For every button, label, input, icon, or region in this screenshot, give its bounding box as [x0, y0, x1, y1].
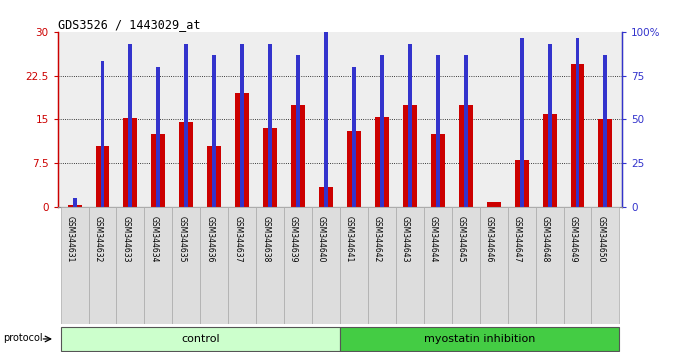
Bar — [515, 160, 528, 207]
Bar — [375, 116, 389, 207]
Bar — [324, 32, 328, 207]
Bar — [368, 207, 396, 324]
Text: GSM344646: GSM344646 — [485, 216, 494, 263]
Text: GSM344649: GSM344649 — [568, 216, 577, 263]
Text: GSM344632: GSM344632 — [94, 216, 103, 263]
Text: GSM344648: GSM344648 — [541, 216, 549, 263]
Bar — [547, 44, 551, 207]
Text: control: control — [181, 334, 220, 344]
Bar — [431, 134, 445, 207]
Bar — [603, 55, 607, 207]
Bar — [396, 207, 424, 324]
Bar — [296, 55, 300, 207]
Text: GDS3526 / 1443029_at: GDS3526 / 1443029_at — [58, 18, 201, 31]
Bar — [592, 207, 619, 324]
Text: myostatin inhibition: myostatin inhibition — [424, 334, 535, 344]
Bar — [403, 105, 417, 207]
Bar — [479, 207, 508, 324]
Bar — [487, 202, 500, 207]
Text: GSM344650: GSM344650 — [596, 216, 605, 263]
Bar — [61, 207, 88, 324]
Text: GSM344640: GSM344640 — [317, 216, 326, 263]
Bar — [184, 44, 188, 207]
Bar — [144, 207, 172, 324]
Bar — [536, 207, 564, 324]
Bar — [508, 207, 536, 324]
Text: GSM344643: GSM344643 — [401, 216, 410, 263]
Bar — [95, 146, 109, 207]
Text: protocol: protocol — [3, 333, 43, 343]
Bar — [207, 146, 221, 207]
Text: GSM344634: GSM344634 — [150, 216, 158, 263]
Text: GSM344633: GSM344633 — [122, 216, 131, 263]
Bar — [319, 187, 333, 207]
Bar — [152, 134, 165, 207]
Text: GSM344645: GSM344645 — [457, 216, 466, 263]
Bar — [263, 128, 277, 207]
Bar — [256, 207, 284, 324]
Bar — [129, 44, 133, 207]
Bar — [240, 44, 244, 207]
Bar — [452, 207, 479, 324]
Bar — [352, 67, 356, 207]
Text: GSM344644: GSM344644 — [429, 216, 438, 263]
Bar — [116, 207, 144, 324]
Bar — [340, 207, 368, 324]
Bar — [575, 38, 579, 207]
Bar — [464, 55, 468, 207]
Text: GSM344639: GSM344639 — [289, 216, 298, 263]
Bar — [347, 131, 361, 207]
Bar — [340, 327, 619, 351]
Bar — [67, 205, 82, 207]
Bar — [73, 198, 77, 207]
Bar — [180, 122, 193, 207]
Bar — [291, 105, 305, 207]
Bar — [172, 207, 201, 324]
Bar — [459, 105, 473, 207]
Bar — [436, 55, 440, 207]
Bar — [408, 44, 412, 207]
Bar — [88, 207, 116, 324]
Bar — [101, 61, 105, 207]
Bar — [201, 207, 228, 324]
Bar — [61, 327, 340, 351]
Bar — [284, 207, 312, 324]
Bar — [212, 55, 216, 207]
Bar — [424, 207, 452, 324]
Bar — [543, 114, 556, 207]
Bar — [312, 207, 340, 324]
Bar — [520, 38, 524, 207]
Text: GSM344642: GSM344642 — [373, 216, 382, 263]
Text: GSM344636: GSM344636 — [205, 216, 214, 263]
Bar — [156, 67, 160, 207]
Text: GSM344641: GSM344641 — [345, 216, 354, 263]
Text: GSM344647: GSM344647 — [513, 216, 522, 263]
Text: GSM344638: GSM344638 — [261, 216, 270, 263]
Bar — [124, 118, 137, 207]
Bar — [228, 207, 256, 324]
Bar — [564, 207, 592, 324]
Bar — [598, 120, 613, 207]
Bar — [235, 93, 249, 207]
Bar — [268, 44, 272, 207]
Bar — [571, 64, 585, 207]
Text: GSM344635: GSM344635 — [177, 216, 186, 263]
Text: GSM344637: GSM344637 — [233, 216, 242, 263]
Bar — [380, 55, 384, 207]
Text: GSM344631: GSM344631 — [65, 216, 75, 263]
